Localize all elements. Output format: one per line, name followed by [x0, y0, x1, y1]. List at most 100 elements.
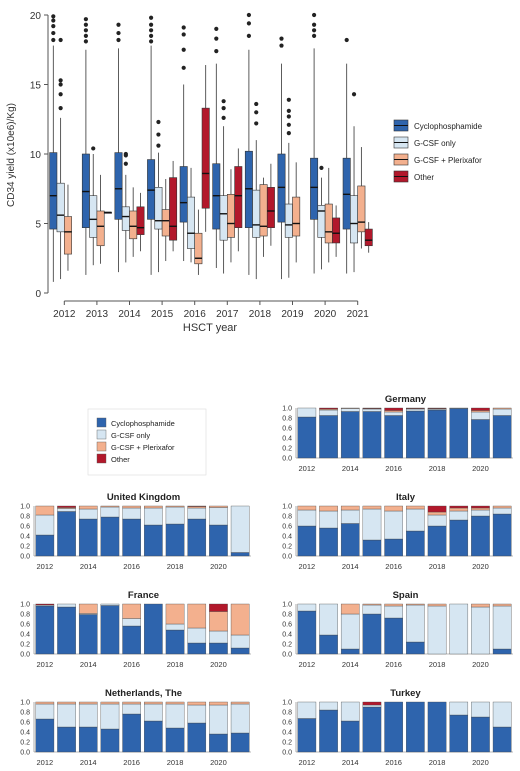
x-tick-label: 2016	[385, 660, 402, 669]
boxplot-y-axis: 0 5 10 15 20	[30, 11, 49, 300]
bar-2015	[100, 505, 120, 557]
box-g-csf-only-2018	[252, 101, 261, 280]
bar-segment-g-csf-only	[297, 407, 317, 418]
outlier-point	[156, 132, 161, 137]
boxplot-legend: Cyclophosphamide G-CSF only G-CSF + Plerix…	[393, 119, 483, 183]
bar-segment-g-csf-only	[340, 408, 360, 412]
bar-segment-cyclophosphamide	[406, 410, 425, 459]
box-iqr	[324, 203, 333, 244]
bar-2020	[471, 701, 490, 753]
bar-segment-cyclophosphamide	[100, 516, 120, 557]
x-tick-label: 2020	[472, 758, 489, 767]
bar-segment-other	[406, 407, 425, 409]
bar-2017	[406, 505, 425, 557]
bar-segment-g-csf-plerixafor	[340, 505, 360, 511]
boxplot-x-axis: 2012 2013 2014 2015 2016 2017 2018 2019 2020 2021	[53, 300, 369, 320]
y-tick-label: 20	[30, 11, 42, 22]
bar-segment-cyclophosphamide	[35, 534, 55, 557]
outlier-point	[148, 39, 154, 44]
x-tick-label: 2020	[472, 562, 489, 571]
box-g-csf-plerixafor-2017	[227, 169, 235, 263]
bar-segment-cyclophosphamide	[449, 714, 469, 753]
bar-segment-other	[362, 407, 382, 409]
outlier-point	[58, 82, 63, 87]
bar-2020	[209, 603, 228, 655]
bar-segment-g-csf-plerixafor	[230, 701, 250, 705]
bar-2018	[427, 701, 447, 753]
box-iqr	[114, 152, 123, 220]
bar-segment-g-csf-plerixafor	[406, 505, 425, 510]
bar-segment-cyclophosphamide	[144, 720, 163, 753]
bar-segment-g-csf-plerixafor	[406, 603, 425, 606]
x-tick-label: 2020	[210, 562, 227, 571]
y-tick-label: 0.0	[282, 456, 292, 463]
outlier-point	[58, 106, 63, 111]
bar-segment-g-csf-plerixafor	[209, 611, 228, 632]
outlier-point	[58, 92, 63, 97]
bar-segment-g-csf-only	[297, 603, 317, 612]
box-g-csf-only-2021	[350, 92, 358, 273]
box-cyclophosphamide-2014	[114, 22, 123, 273]
x-tick-label: 2020	[472, 464, 489, 473]
panel-france: France 0.0 0.2 0.4 0.6 0.8 1.0 2012 2014 2016 2018…	[20, 590, 251, 669]
bar-segment-g-csf-only	[427, 514, 447, 527]
bar-segment-cyclophosphamide	[297, 525, 317, 557]
bar-segment-cyclophosphamide	[78, 518, 98, 557]
box-g-csf-only-2016	[187, 167, 196, 263]
y-tick-label: 0.0	[282, 554, 292, 561]
bar-segment-cyclophosphamide	[471, 419, 490, 459]
bar-2016	[122, 603, 141, 655]
bar-2017	[144, 701, 163, 753]
outlier-point	[148, 28, 154, 33]
box-iqr	[96, 210, 105, 247]
legend-label: G-CSF only	[111, 431, 150, 440]
bar-segment-g-csf-only	[384, 510, 403, 540]
outlier-point	[51, 18, 56, 23]
panel-spain: Spain 0.0 0.2 0.4 0.6 0.8 1.0 2012 2014 2016 2018 2…	[282, 590, 513, 669]
bar-segment-cyclophosphamide	[230, 732, 250, 753]
y-tick-label: 1.0	[282, 504, 292, 511]
y-tick-label: 0.4	[282, 534, 292, 541]
bar-segment-other	[427, 407, 447, 409]
bar-segment-cyclophosphamide	[340, 720, 360, 753]
box-iqr	[284, 203, 293, 238]
bar-segment-cyclophosphamide	[492, 415, 512, 459]
box-iqr	[136, 206, 145, 235]
box-iqr	[161, 209, 170, 237]
bar-segment-other	[384, 407, 403, 411]
bar-segment-g-csf-only	[449, 701, 469, 716]
outlier-point	[286, 131, 291, 136]
x-tick-label: 2018	[429, 660, 446, 669]
bar-segment-cyclophosphamide	[78, 614, 98, 655]
bar-segment-cyclophosphamide	[57, 606, 76, 655]
legend-item-cyclophosphamide: Cyclophosphamide	[393, 119, 483, 132]
bar-segment-cyclophosphamide	[57, 726, 76, 753]
bar-segment-cyclophosphamide	[165, 523, 185, 557]
bar-segment-cyclophosphamide	[340, 648, 360, 655]
bar-2021	[230, 701, 250, 753]
y-tick-label: 0.2	[20, 740, 30, 747]
y-tick-label: 1.0	[20, 700, 30, 707]
outlier-point	[221, 99, 226, 104]
bar-segment-cyclophosphamide	[35, 718, 55, 753]
x-tick-label: 2020	[210, 660, 227, 669]
y-tick-label: 0.4	[282, 730, 292, 737]
bar-segment-g-csf-only	[100, 703, 120, 730]
bar-segment-g-csf-plerixafor	[471, 603, 490, 608]
series-cyclophosphamide	[49, 12, 351, 282]
x-tick-label: 2018	[429, 464, 446, 473]
legend-item-other: Other	[393, 170, 434, 183]
bar-2013	[319, 603, 338, 655]
bar-segment-g-csf-only	[362, 408, 382, 412]
bar-2012	[297, 603, 317, 655]
bar-segment-other	[57, 505, 76, 508]
bar-segment-g-csf-plerixafor	[384, 603, 403, 607]
bar-2019	[187, 603, 207, 655]
outlier-point	[214, 26, 219, 31]
panel-title: Spain	[393, 590, 419, 601]
x-tick-label: 2018	[429, 562, 446, 571]
bar-segment-cyclophosphamide	[165, 727, 185, 753]
box-g-csf-only-2012	[56, 37, 65, 280]
outlier-point	[116, 22, 121, 27]
bar-2020	[209, 505, 228, 557]
